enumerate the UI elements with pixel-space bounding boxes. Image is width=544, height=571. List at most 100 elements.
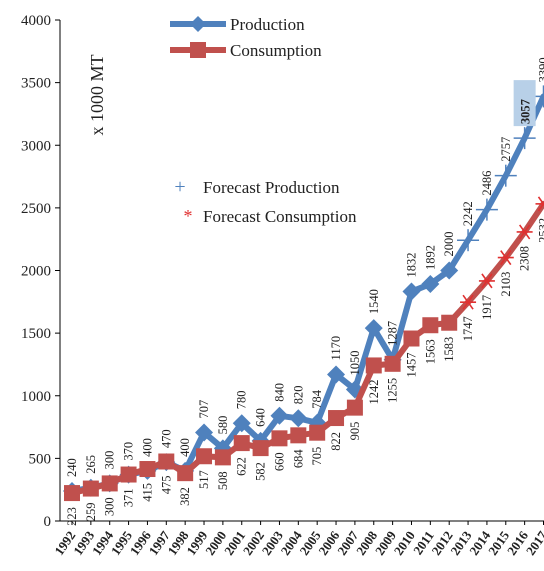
production-data-label: 1892: [423, 245, 437, 270]
production-data-label: 640: [254, 408, 268, 427]
consumption-marker: [422, 317, 439, 334]
consumption-data-label: 2103: [499, 272, 513, 297]
legend-consumption-marker: [190, 42, 206, 58]
production-data-label: 2486: [480, 171, 494, 196]
data-labels: 240 265 300 370 400 470 400 707 580 780 640 840 820 7…: [65, 57, 544, 525]
y-tick-label: 3500: [21, 76, 51, 92]
consumption-marker: [196, 448, 213, 465]
highlighted-label-box: [513, 80, 536, 127]
consumption-data-label: 660: [272, 452, 286, 471]
legend-production-label: Production: [230, 15, 305, 34]
consumption-data-label: 684: [291, 449, 305, 469]
production-data-label: 470: [159, 429, 173, 448]
consumption-data-label: 1255: [386, 378, 400, 403]
production-marker: [327, 365, 346, 384]
legend-production-marker: [190, 16, 206, 32]
consumption-marker: [309, 424, 326, 441]
consumption-marker: [290, 427, 307, 444]
consumption-data-label: 1917: [480, 295, 494, 320]
consumption-marker: [101, 475, 118, 492]
consumption-data-label: 475: [159, 476, 173, 495]
consumption-data-label: 1583: [442, 337, 456, 362]
production-marker: [440, 261, 459, 280]
consumption-marker: [271, 430, 288, 447]
legend-forecast-consumption: * Forecast Consumption: [184, 206, 357, 226]
y-tick-label: 1500: [21, 326, 51, 342]
consumption-data-label: 382: [178, 487, 192, 506]
production-marker: [195, 423, 214, 442]
y-tick-label: 2000: [21, 264, 51, 280]
production-data-label: 300: [103, 451, 117, 470]
production-data-label: 1540: [367, 289, 381, 314]
consumption-marker: [328, 410, 345, 427]
legend-consumption: Consumption: [170, 41, 322, 60]
production-data-label: 2000: [442, 232, 456, 257]
legend-forecast-production: + Forecast Production: [174, 176, 340, 198]
consumption-marker: [441, 314, 458, 331]
consumption-data-label: 223: [65, 507, 79, 526]
y-tick-label: 2500: [21, 201, 51, 217]
y-axis-label: x 1000 MT: [87, 54, 107, 135]
consumption-marker: [177, 465, 194, 482]
production-data-label: 3057: [519, 99, 533, 124]
consumption-marker: [82, 480, 99, 497]
y-tick-label: 0: [44, 514, 52, 530]
production-data-label: 2242: [461, 201, 475, 226]
x-tick-labels: 1992199319941995199619971998199920002001…: [51, 528, 544, 558]
consumption-data-label: 622: [235, 457, 249, 476]
consumption-marker: [252, 440, 269, 457]
forecast-consumption-marker: [481, 273, 493, 289]
consumption-data-label: 582: [254, 462, 268, 481]
consumption-marker: [158, 453, 175, 470]
production-marker: [402, 282, 421, 301]
production-data-label: 840: [272, 383, 286, 402]
y-tick-label: 500: [29, 451, 52, 467]
production-data-label: 707: [197, 400, 211, 419]
consumption-data-label: 371: [122, 489, 136, 508]
production-data-label: 1832: [404, 253, 418, 278]
legend-forecast-production-marker: +: [174, 176, 185, 198]
consumption-data-label: 1563: [423, 339, 437, 364]
consumption-marker: [64, 485, 80, 502]
consumption-marker: [365, 357, 382, 374]
production-marker: [364, 319, 383, 338]
production-data-label: 2757: [499, 137, 513, 162]
consumption-marker: [403, 330, 420, 347]
y-tick-label: 1000: [21, 389, 51, 405]
legend-production: Production: [170, 15, 305, 34]
production-data-label: 1050: [348, 350, 362, 375]
consumption-marker: [384, 355, 401, 372]
consumption-data-label: 415: [140, 483, 154, 502]
production-data-label: 820: [291, 386, 305, 405]
forecast-marks: [457, 85, 544, 310]
consumption-data-label: 2532: [537, 218, 544, 243]
production-marker: [289, 409, 308, 428]
consumption-marker: [233, 435, 250, 452]
legend-forecast-production-label: Forecast Production: [203, 178, 340, 197]
consumption-data-label: 705: [310, 447, 324, 466]
legend-forecast-consumption-marker: *: [184, 206, 193, 226]
production-data-label: 400: [178, 438, 192, 457]
consumption-data-label: 822: [329, 432, 343, 451]
consumption-data-label: 1242: [367, 379, 381, 404]
production-data-label: 265: [84, 455, 98, 474]
production-data-label: 400: [140, 438, 154, 457]
production-data-label: 780: [235, 391, 249, 410]
production-data-label: 370: [122, 442, 136, 461]
forecast-consumption-marker: [462, 294, 474, 310]
production-marker: [232, 414, 251, 433]
consumption-data-label: 1747: [461, 316, 475, 341]
consumption-marker: [346, 399, 363, 416]
axes: [55, 19, 544, 525]
production-data-label: 3390: [537, 57, 544, 82]
consumption-data-label: 905: [348, 422, 362, 441]
legend: Production Consumption + Forecast Produc…: [170, 15, 357, 226]
consumption-data-label: 517: [197, 470, 211, 489]
consumption-marker: [139, 461, 156, 478]
consumption-data-label: 508: [216, 471, 230, 490]
y-tick-labels: 0 500 1000 1500 2000 2500 3000 3500 4000: [21, 13, 51, 530]
production-data-label: 1287: [386, 321, 400, 346]
production-data-label: 240: [65, 458, 79, 477]
y-tick-label: 3000: [21, 138, 51, 154]
